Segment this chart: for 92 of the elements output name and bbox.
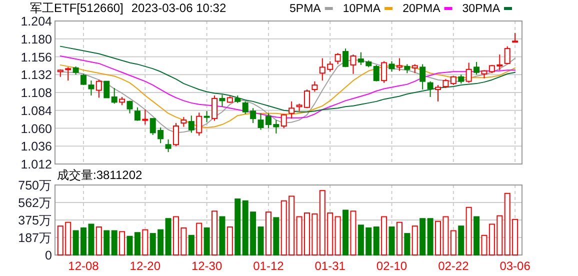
candlestick: [280, 114, 287, 129]
y-tick-label: 187万: [18, 231, 52, 245]
candlestick: [204, 110, 210, 123]
bar: [196, 222, 202, 256]
candlestick: [435, 84, 441, 102]
y-tick-label: 750万: [18, 178, 52, 192]
y-tick-label: 562万: [18, 196, 52, 210]
bar: [412, 226, 418, 256]
bar: [474, 216, 480, 256]
y-tick-label: 1.036: [20, 140, 52, 154]
bar: [119, 231, 126, 256]
x-tick-label: 02-22: [438, 259, 470, 273]
bar: [427, 218, 434, 256]
y-tick-label: 0: [45, 248, 52, 262]
candlestick: [219, 94, 226, 108]
bar: [258, 226, 264, 256]
bar: [350, 210, 356, 256]
bar: [96, 226, 102, 256]
candlestick: [334, 52, 341, 65]
candlestick: [134, 106, 140, 122]
candlestick: [104, 80, 110, 98]
bar: [212, 210, 218, 256]
bar: [273, 217, 280, 256]
candlestick: [381, 60, 388, 84]
x-tick-label: 01-12: [253, 259, 284, 273]
chart-subtitle: 2023-03-06 10:32: [131, 1, 226, 15]
x-tick-label: 02-10: [376, 259, 408, 273]
candlestick: [172, 122, 179, 147]
legend-label: 30PMA: [462, 3, 500, 15]
y-tick-label: 1.108: [20, 86, 52, 100]
candlestick: [212, 94, 218, 122]
bar: [204, 227, 210, 256]
legend-label: 20PMA: [402, 3, 441, 15]
bar: [188, 234, 194, 256]
candlestick: [427, 80, 434, 98]
x-tick-label: 12-20: [130, 259, 161, 273]
bar: [111, 230, 118, 256]
bar: [458, 226, 464, 256]
candlestick: [126, 100, 133, 114]
y-tick-label: 1.060: [20, 122, 52, 136]
candlestick: [188, 115, 194, 134]
y-tick-label: 1.180: [20, 32, 52, 46]
candlestick: [288, 100, 295, 120]
chart-title: 成交量:3811202: [57, 168, 142, 182]
candlestick: [165, 138, 172, 153]
candlestick: [350, 54, 356, 74]
candlestick: [504, 46, 510, 65]
candlestick: [396, 58, 402, 72]
bar: [420, 218, 426, 256]
bar: [381, 216, 388, 256]
candlestick: [196, 112, 202, 136]
bar: [104, 230, 110, 256]
candlestick: [180, 116, 187, 128]
bar: [226, 226, 233, 256]
legend-label: 5PMA: [290, 3, 322, 15]
bar: [404, 233, 410, 256]
bar: [481, 234, 488, 256]
bar: [265, 212, 272, 256]
candlestick: [142, 109, 148, 126]
bar: [396, 222, 402, 256]
y-tick-label: 1.084: [20, 104, 52, 118]
legend-label: 10PMA: [342, 3, 381, 15]
bar: [334, 216, 341, 256]
candlestick: [474, 61, 480, 76]
bar: [373, 226, 380, 256]
bar: [388, 226, 395, 256]
candlestick: [466, 62, 472, 84]
x-tick-label: 12-30: [191, 259, 222, 273]
candlestick: [342, 48, 349, 68]
chart-title: 军工ETF[512660]: [30, 1, 124, 15]
bar: [342, 210, 349, 256]
line-series: [60, 46, 516, 112]
candlestick: [373, 64, 380, 82]
candlestick: [388, 60, 395, 72]
bar: [142, 229, 148, 256]
bar: [466, 206, 472, 256]
candlestick: [312, 80, 318, 92]
candlestick: [420, 64, 426, 90]
x-tick-label: 12-08: [68, 259, 100, 273]
y-tick-label: 1.204: [20, 14, 52, 28]
bar: [219, 216, 226, 256]
y-tick-label: 375万: [18, 214, 52, 228]
y-tick-label: 1.156: [20, 50, 52, 64]
bar: [234, 198, 241, 256]
bar: [165, 218, 172, 256]
x-tick-label: 03-06: [500, 259, 531, 273]
candlestick: [96, 79, 102, 98]
y-tick-label: 1.012: [20, 158, 52, 172]
y-tick-label: 1.132: [20, 68, 52, 82]
candlestick: [111, 88, 118, 104]
x-tick-label: 01-31: [314, 259, 346, 273]
bar: [450, 230, 456, 256]
